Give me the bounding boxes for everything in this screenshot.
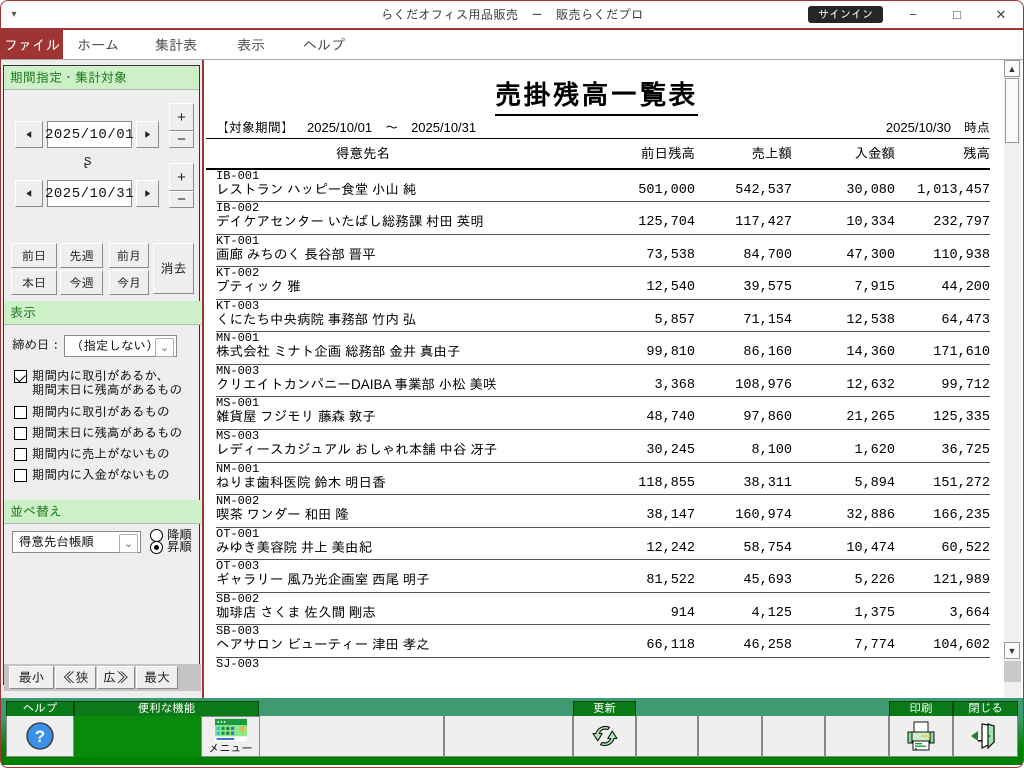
svg-text:?: ? (35, 727, 45, 746)
